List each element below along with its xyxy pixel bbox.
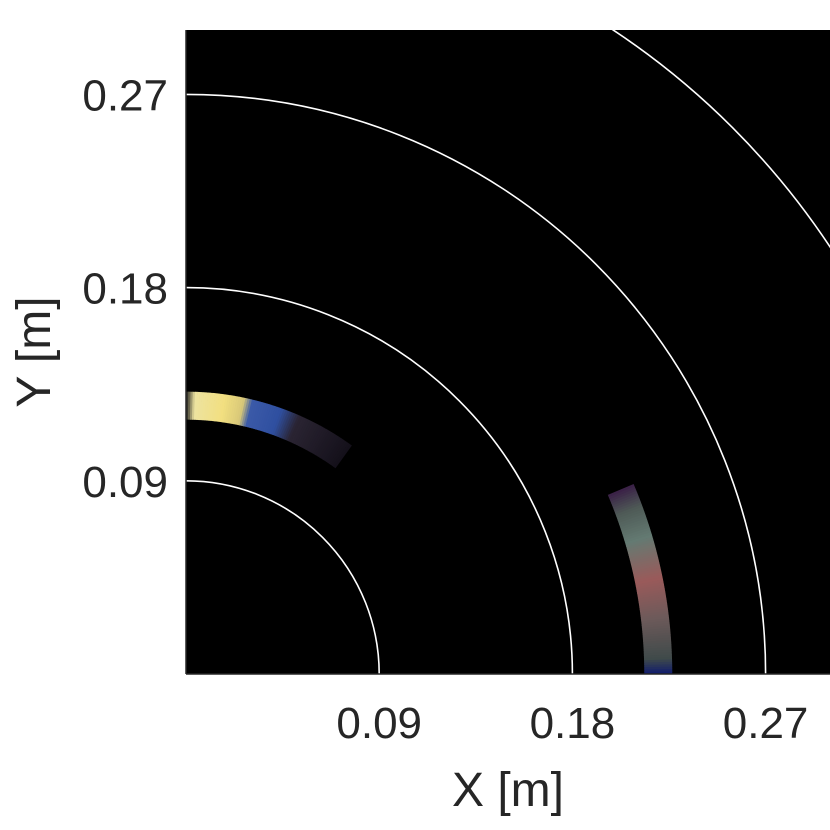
arc-1-segment	[636, 583, 665, 592]
arc-0-segment	[262, 404, 274, 433]
arc-0-segment	[290, 416, 305, 444]
y-tick-labels: 0.09 0.18 0.27	[82, 71, 168, 506]
arc-0-segment	[286, 414, 301, 442]
arc-0-segment	[333, 444, 352, 469]
data-arcs	[186, 391, 673, 674]
arc-1-segment	[636, 586, 665, 594]
arc-1-segment	[634, 576, 663, 585]
arc-1-segment	[630, 557, 659, 567]
plot-area	[186, 30, 830, 674]
arc-0-segment	[327, 439, 346, 464]
arc-0-segment	[330, 441, 349, 467]
arc-0-segment	[256, 402, 268, 431]
range-rings	[186, 30, 830, 674]
arc-0-segment	[270, 407, 282, 435]
y-axis-label: Y [m]	[8, 296, 61, 407]
range-ring-2	[186, 93, 767, 674]
arc-1-segment	[607, 484, 635, 498]
arc-1-segment	[629, 552, 658, 563]
y-tick-label: 0.27	[82, 71, 168, 120]
arc-1-segment	[634, 571, 663, 581]
y-tick-label: 0.09	[82, 458, 168, 507]
arc-0-segment	[308, 426, 325, 453]
arc-0-segment	[288, 415, 303, 443]
x-tick-label: 0.27	[723, 699, 809, 748]
arc-0-segment	[323, 436, 342, 462]
arc-1-segment	[626, 538, 654, 550]
arc-0-segment	[253, 401, 263, 430]
arc-1-segment	[619, 517, 648, 530]
arc-1-segment	[635, 579, 664, 588]
x-tick-labels: 0.09 0.18 0.27	[336, 699, 808, 748]
arc-1-segment	[624, 531, 652, 543]
range-ring-3	[611, 30, 830, 249]
y-tick-label: 0.18	[82, 265, 168, 314]
arc-0-segment	[311, 428, 329, 455]
arc-1-segment	[613, 499, 641, 513]
arc-1-segment	[626, 541, 655, 552]
x-axis-label: X [m]	[452, 764, 564, 817]
arc-0-segment	[266, 406, 278, 434]
arc-0-segment	[285, 414, 299, 441]
range-ring-0	[186, 480, 380, 674]
arc-0-segment	[260, 404, 272, 432]
arc-1-segment	[625, 536, 654, 547]
arc-1-segment	[622, 527, 651, 539]
x-tick-label: 0.09	[336, 699, 422, 748]
arc-1-segment	[610, 490, 638, 504]
arc-1-segment	[611, 492, 639, 506]
x-tick-label: 0.18	[530, 699, 616, 748]
arc-1-segment	[616, 508, 645, 521]
arc-1-segment	[617, 510, 646, 523]
arc-1-segment	[624, 534, 653, 545]
arc-1-segment	[609, 488, 637, 502]
arc-1-segment	[618, 513, 646, 526]
range-ring-1	[186, 286, 574, 674]
